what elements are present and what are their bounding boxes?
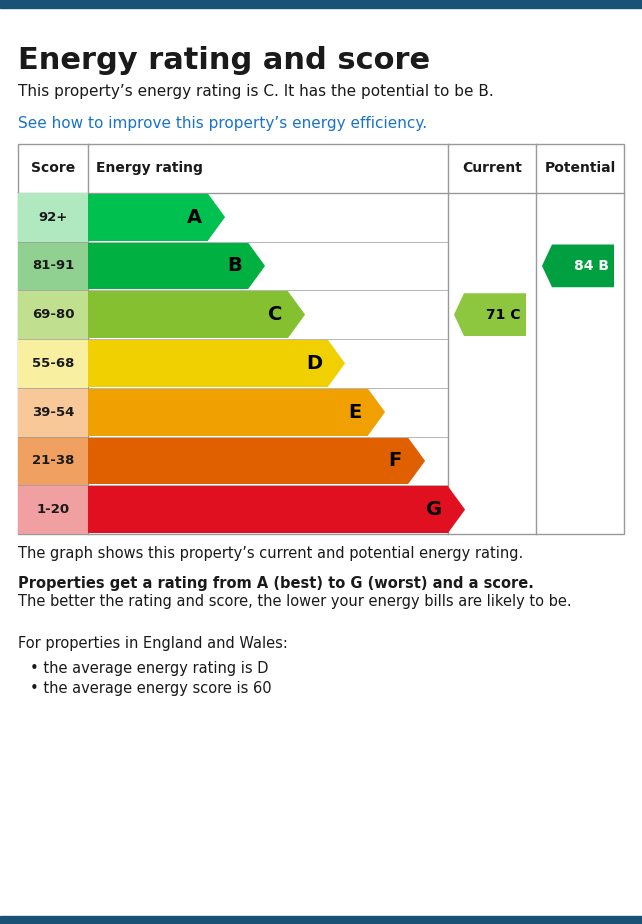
Text: A: A	[187, 208, 202, 226]
Text: Energy rating and score: Energy rating and score	[18, 46, 430, 75]
Text: 1-20: 1-20	[37, 504, 69, 517]
Text: G: G	[426, 500, 442, 519]
Bar	[0, 916, 642, 924]
Text: 55-68: 55-68	[32, 357, 74, 370]
Text: For properties in England and Wales:: For properties in England and Wales:	[18, 636, 288, 651]
Text: • the average energy rating is D: • the average energy rating is D	[30, 661, 268, 676]
Text: • the average energy score is 60: • the average energy score is 60	[30, 681, 272, 696]
Bar	[18, 436, 88, 485]
Bar	[18, 485, 88, 534]
Text: 21-38: 21-38	[32, 455, 74, 468]
Text: Score: Score	[31, 162, 75, 176]
Text: 39-54: 39-54	[32, 406, 74, 419]
Text: Energy rating: Energy rating	[96, 162, 203, 176]
Text: 69-80: 69-80	[31, 308, 74, 322]
Bar	[18, 290, 88, 339]
Bar	[0, 0, 642, 8]
Polygon shape	[288, 291, 305, 338]
Text: The better the rating and score, the lower your energy bills are likely to be.: The better the rating and score, the low…	[18, 594, 571, 609]
Bar	[18, 388, 88, 436]
Text: Potential: Potential	[544, 162, 616, 176]
Bar	[88, 340, 328, 387]
Bar	[18, 193, 88, 241]
Bar	[88, 389, 368, 435]
Text: 92+: 92+	[39, 211, 67, 224]
Text: Current: Current	[462, 162, 522, 176]
Polygon shape	[248, 242, 265, 289]
Text: B: B	[227, 256, 242, 275]
Text: E: E	[349, 403, 362, 421]
Bar	[18, 241, 88, 290]
Text: 71 C: 71 C	[487, 308, 521, 322]
Text: See how to improve this property’s energy efficiency.: See how to improve this property’s energ…	[18, 116, 427, 131]
Bar	[88, 242, 248, 289]
Bar	[88, 486, 448, 533]
Text: Properties get a rating from A (best) to G (worst) and a score.: Properties get a rating from A (best) to…	[18, 576, 534, 591]
Text: 81-91: 81-91	[32, 260, 74, 273]
Polygon shape	[208, 194, 225, 240]
Polygon shape	[328, 340, 345, 387]
Bar	[88, 437, 408, 484]
Bar	[88, 194, 208, 240]
Bar	[88, 291, 288, 338]
Text: F: F	[389, 452, 402, 470]
Polygon shape	[448, 486, 465, 533]
Text: C: C	[268, 305, 282, 324]
Polygon shape	[542, 245, 614, 287]
Text: D: D	[306, 354, 322, 373]
Bar	[18, 144, 624, 534]
Polygon shape	[454, 293, 526, 336]
Bar	[18, 339, 88, 388]
Text: This property’s energy rating is C. It has the potential to be B.: This property’s energy rating is C. It h…	[18, 84, 494, 99]
Polygon shape	[408, 437, 425, 484]
Text: The graph shows this property’s current and potential energy rating.: The graph shows this property’s current …	[18, 546, 523, 561]
Polygon shape	[368, 389, 385, 435]
Text: 84 B: 84 B	[574, 259, 609, 273]
